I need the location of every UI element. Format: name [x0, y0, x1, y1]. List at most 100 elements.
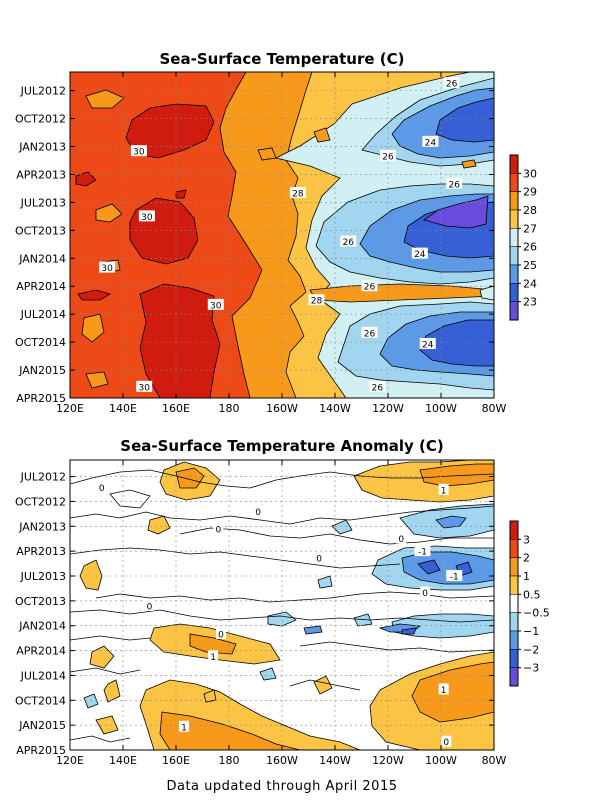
ssta-chart1-xtick-label: 140W	[319, 754, 351, 767]
ssta-chart1-contour-label-bg	[396, 532, 407, 544]
sst-chart0-colorbar-label: 26	[523, 241, 537, 254]
sst-chart0-contour-label: 30	[101, 264, 113, 274]
ssta-chart1-contour-label: 1	[441, 686, 447, 696]
sst-chart0-contour-label-bg	[446, 177, 463, 189]
sst-chart0-contour-label: 24	[414, 250, 426, 260]
sst-grid	[70, 72, 494, 398]
sst-chart0-colorbar-label: 30	[523, 167, 537, 180]
sst-chart0-xtick-label: 120W	[372, 402, 404, 415]
ssta-chart1-contour-label: 0	[398, 535, 404, 545]
ssta-chart1-ytick-label: APR2014	[16, 645, 66, 658]
sst-chart0-colorbar-swatch	[509, 301, 519, 321]
ssta-chart1-colorbar-swatch	[509, 575, 519, 595]
sst-chart0-colorbar-label: 23	[523, 296, 537, 309]
ssta-chart1-ytick-label: JAN2013	[18, 520, 66, 533]
ssta-chart1-contour-label: -1	[450, 573, 459, 583]
ssta-chart1-xtick-label: 120W	[372, 754, 404, 767]
ssta-chart1-ytick-label: OCT2013	[15, 595, 66, 608]
sst-chart0-contour-label-bg	[411, 247, 428, 259]
sst-chart0-contour-label-bg	[207, 298, 224, 310]
sst-chart0-ytick-label: JAN2015	[18, 364, 66, 377]
sst-chart0-contour-label: 28	[292, 190, 304, 200]
sst-chart0-ytick-label: JUL2012	[20, 85, 66, 98]
sst-chart0-xtick-label: 100W	[425, 402, 457, 415]
ssta-chart1-contour-label-bg	[208, 650, 219, 662]
ssta-chart1-colorbar-label: 3	[523, 533, 530, 546]
sst-chart0-xtick-label: 120E	[56, 402, 84, 415]
ssta-chart1-contour-label: 0	[147, 602, 153, 612]
ssta-chart1-contour-label: 1	[210, 653, 216, 663]
ssta-chart1-contour-label: 0	[255, 508, 261, 518]
ssta-chart1-contour-label: 1	[441, 486, 447, 496]
ssta-chart1-colorbar-label: −3	[523, 662, 539, 675]
ssta-chart1-contour-label-bg	[438, 483, 449, 495]
ssta-chart1-contour-label-bg	[441, 735, 452, 747]
sst-chart0-colorbar-swatch	[509, 209, 519, 229]
ssta-chart1-colorbar-swatch	[509, 539, 519, 558]
sst-band-28-patches	[81, 89, 494, 389]
sst-chart0-contour-label: 26	[364, 329, 376, 339]
ssta-chart1-xtick-label: 80W	[482, 754, 507, 767]
ssta-chart1-contour-label-bg	[314, 551, 325, 563]
sst-chart0-contour-label: 30	[133, 148, 145, 158]
sst-chart0-colorbar-label: 28	[523, 204, 537, 217]
sst-chart0-ytick-label: JAN2014	[18, 252, 66, 265]
sst-chart0-contour-label: 26	[343, 238, 355, 248]
sst-contour-labels: 26 24 30 26 26 28 30 26 24 30 26 28 30 26 24 30 26	[99, 77, 463, 393]
ssta-chart1-ytick-label: APR2015	[16, 744, 66, 757]
sst-chart0-contour-label-bg	[99, 261, 116, 273]
sst-chart0-xtick-label: 160E	[162, 402, 190, 415]
ssta-axes: 120E 140E 160E 180 160W 140W 120W 100W 80W JUL201…	[15, 460, 507, 767]
ssta-chart1-contour-label-bg	[438, 683, 449, 695]
ssta-chart1-contour-label: 0	[443, 738, 449, 748]
sst-chart0-contour-label-bg	[138, 210, 155, 222]
sst-chart0-ytick-label: JUL2013	[20, 196, 66, 209]
sst-chart0-colorbar-swatch	[509, 264, 519, 284]
ssta-chart1-xtick-label: 140E	[109, 754, 137, 767]
sst-chart0-contour-label: 26	[372, 383, 384, 393]
ssta-chart1-contour-label: 0	[216, 525, 222, 535]
ssta-grid	[70, 460, 494, 750]
sst-panel: Sea-Surface Temperature (C) 26 24 30 26 26 28…	[15, 50, 537, 415]
sst-chart0-colorbar-frame	[509, 154, 519, 321]
ssta-chart1-colorbar-label: 2	[523, 552, 530, 565]
ssta-chart1-contour-label: 0	[218, 631, 224, 641]
sst-chart0-colorbar-swatch	[509, 191, 519, 211]
ssta-chart1-colorbar-label: 0.5	[523, 588, 541, 601]
ssta-chart1-xtick-label: 120E	[56, 754, 84, 767]
ssta-chart1-contour-label-bg	[216, 628, 227, 639]
ssta-chart1-colorbar-label: −1	[523, 625, 539, 638]
sst-chart0-colorbar-swatch	[509, 246, 519, 266]
ssta-chart1-colorbar-label: −2	[523, 643, 539, 656]
sst-chart0-colorbar-label: 24	[523, 277, 537, 290]
sst-chart0-contour-label: 30	[138, 383, 150, 393]
ssta-chart1-colorbar-label: 1	[523, 570, 530, 583]
ssta-chart1-contour-label-bg	[253, 505, 264, 517]
sst-chart0-contour-label-bg	[369, 380, 386, 392]
sst-chart0-ytick-label: APR2015	[16, 392, 66, 405]
sst-chart0-contour-label-bg	[308, 294, 325, 306]
sst-chart0-ytick-label: OCT2013	[15, 224, 66, 237]
sst-chart0-xtick-label: 160W	[266, 402, 298, 415]
ssta-chart1-ytick-label: JUL2014	[20, 669, 66, 682]
ssta-chart1-contour-label-bg	[420, 586, 431, 598]
sst-band-below-23	[423, 195, 489, 229]
sst-chart0-contour-label: 26	[364, 283, 376, 293]
ssta-chart1-colorbar-swatch	[509, 612, 519, 632]
sst-chart0-colorbar-swatch	[509, 283, 519, 302]
sst-chart0-ytick-label: JUL2014	[20, 308, 66, 321]
ssta-band-neg-0.5-1	[83, 503, 494, 709]
ssta-contour-labels: 0 1 0 0 0 -1 0 -1 0 0 0 1 1 1 0	[96, 481, 463, 748]
sst-chart0-ytick-label: JAN2013	[18, 141, 66, 154]
ssta-panel: Sea-Surface Temperature Anomaly (C) 0 100…	[15, 437, 550, 767]
sst-chart0-contour-label-bg	[380, 149, 396, 161]
sst-chart0-contour-label-bg	[361, 280, 378, 292]
sst-chart0-colorbar-label: 25	[523, 259, 537, 272]
sst-chart0-contour-label-bg	[361, 326, 378, 338]
ssta-chart1-contour-label-bg	[446, 570, 463, 581]
ssta-chart1-contour-label: 1	[181, 723, 187, 733]
ssta-chart1-xtick-label: 100W	[425, 754, 457, 767]
ssta-chart1-ytick-label: JUL2013	[20, 570, 66, 583]
sst-chart0-contour-label: 28	[311, 297, 323, 307]
